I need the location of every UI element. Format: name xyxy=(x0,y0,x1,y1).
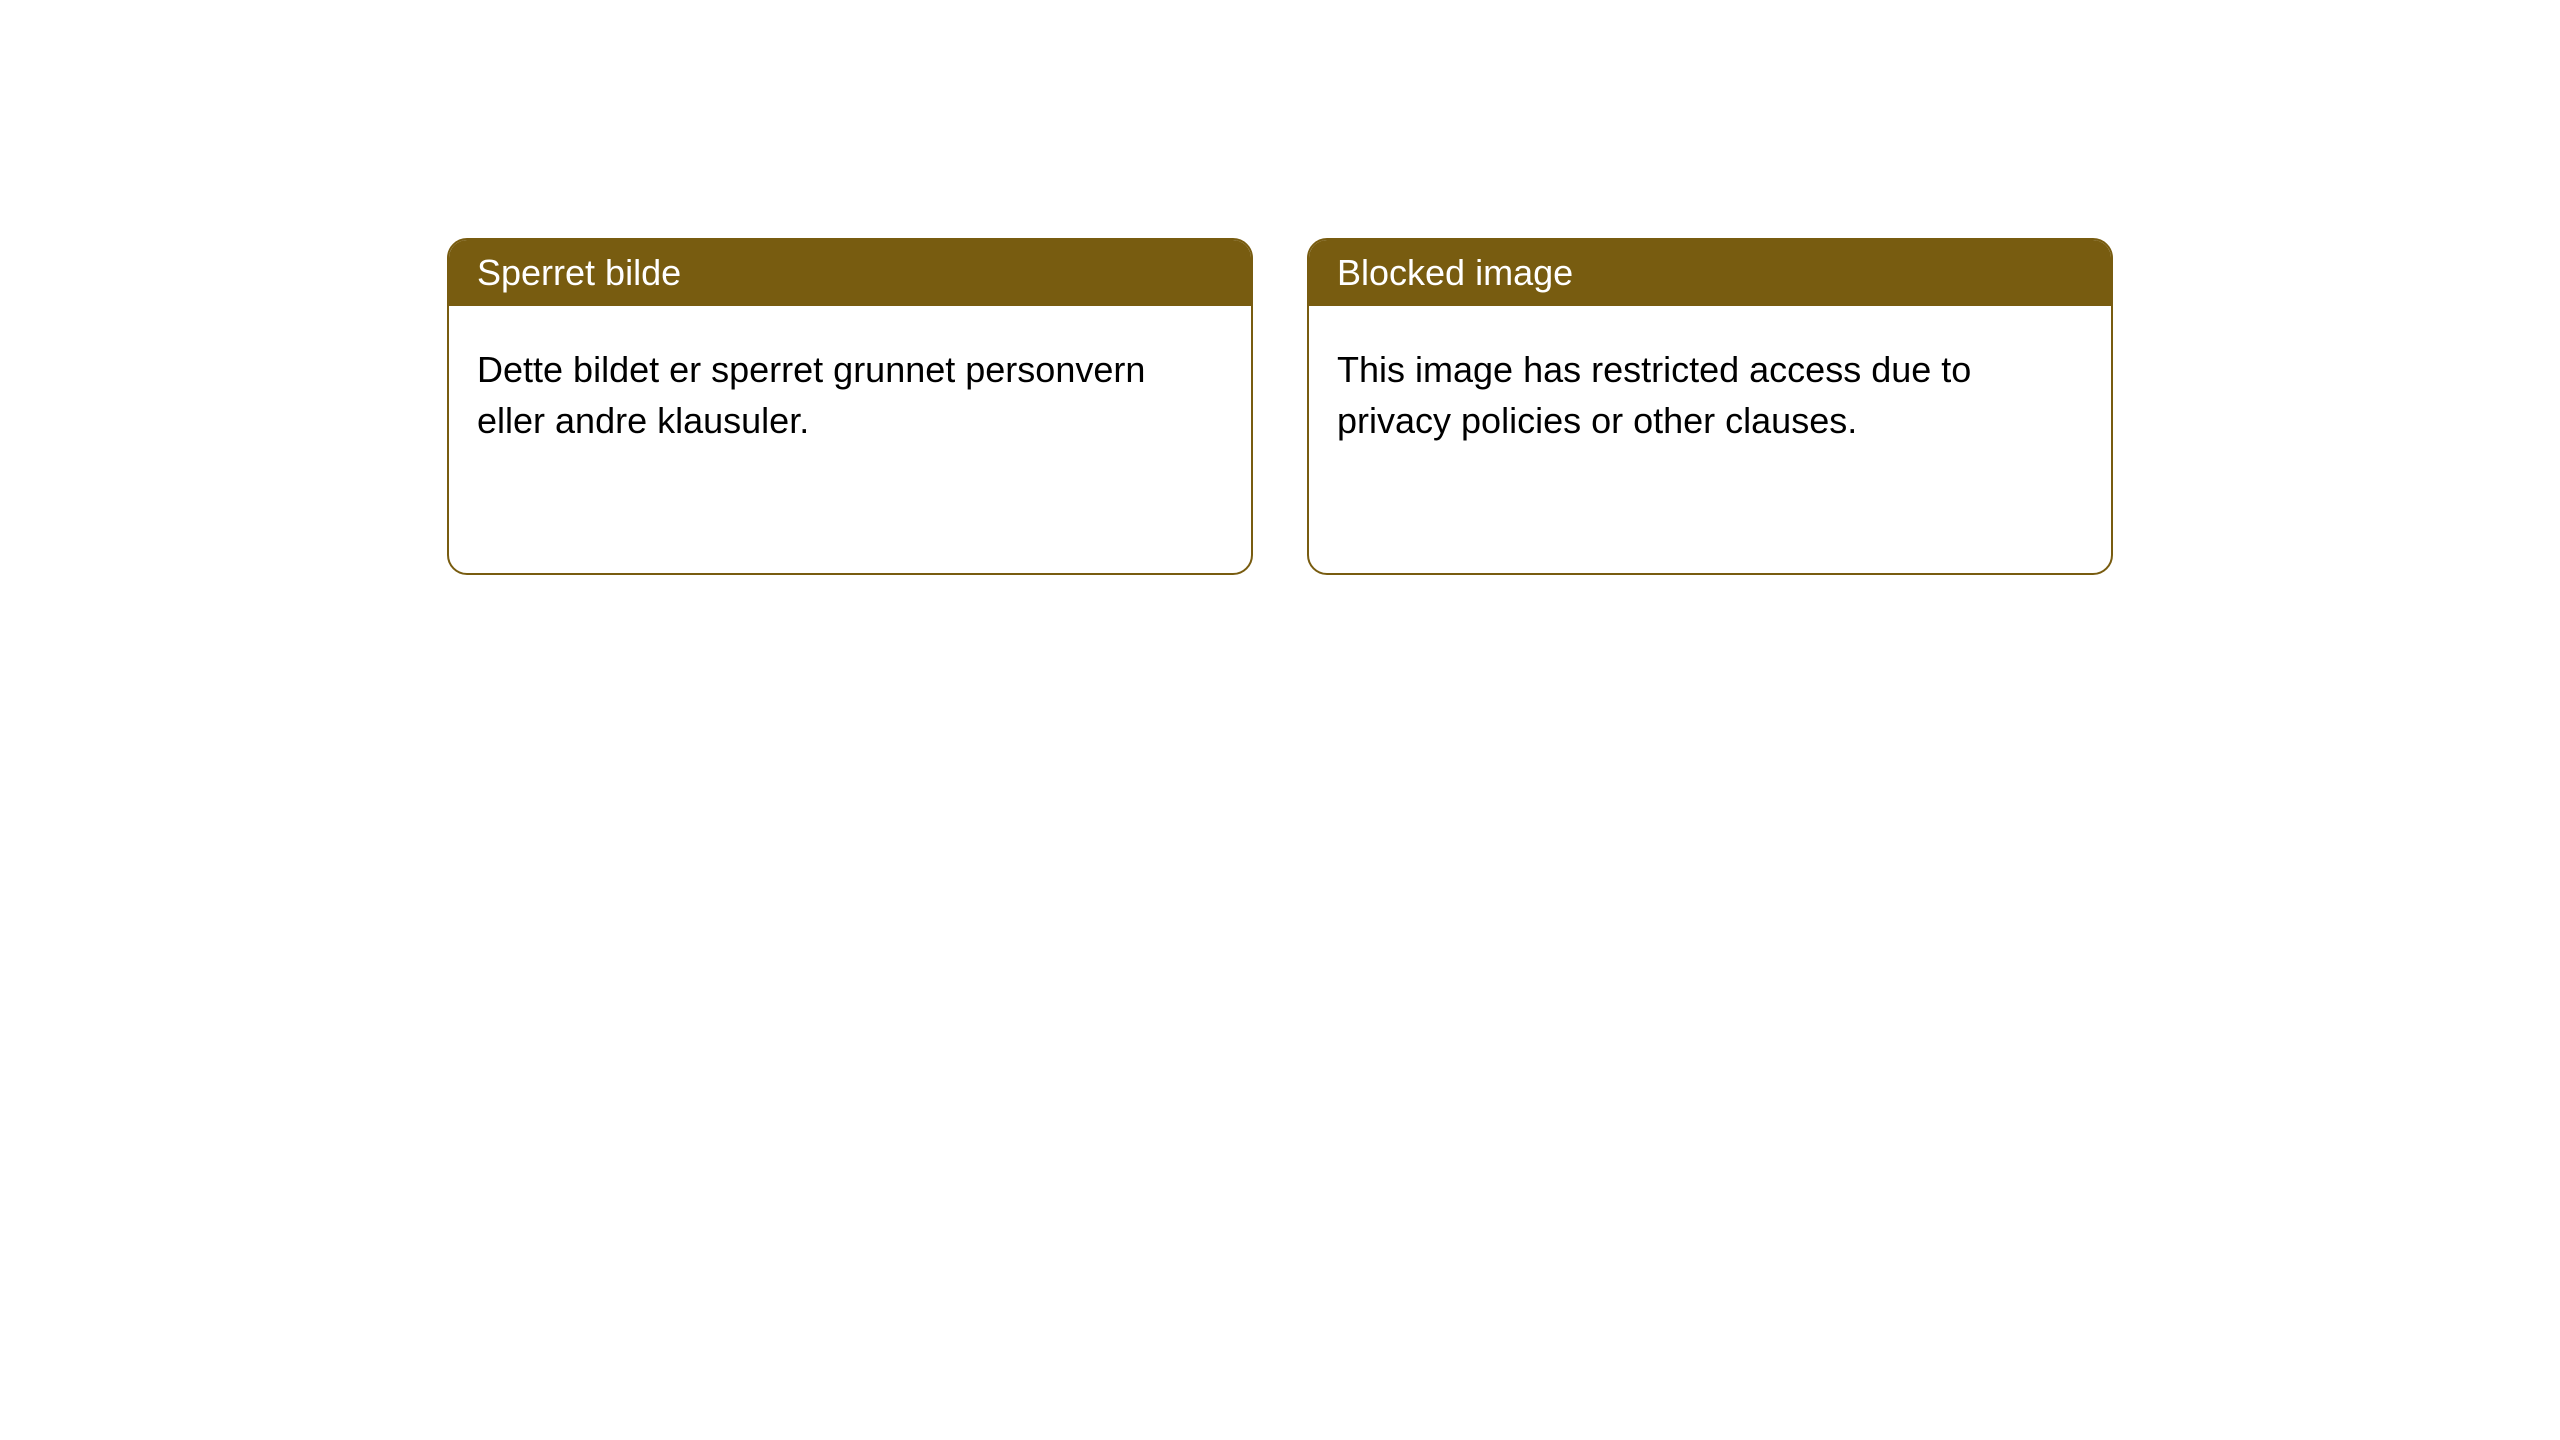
card-body: This image has restricted access due to … xyxy=(1309,306,2111,484)
card-header: Sperret bilde xyxy=(449,240,1251,306)
card-header: Blocked image xyxy=(1309,240,2111,306)
card-container: Sperret bilde Dette bildet er sperret gr… xyxy=(0,0,2560,575)
blocked-image-card-en: Blocked image This image has restricted … xyxy=(1307,238,2113,575)
card-title: Sperret bilde xyxy=(477,252,681,293)
card-title: Blocked image xyxy=(1337,252,1573,293)
card-message: Dette bildet er sperret grunnet personve… xyxy=(477,349,1145,441)
card-message: This image has restricted access due to … xyxy=(1337,349,1971,441)
card-body: Dette bildet er sperret grunnet personve… xyxy=(449,306,1251,484)
blocked-image-card-no: Sperret bilde Dette bildet er sperret gr… xyxy=(447,238,1253,575)
